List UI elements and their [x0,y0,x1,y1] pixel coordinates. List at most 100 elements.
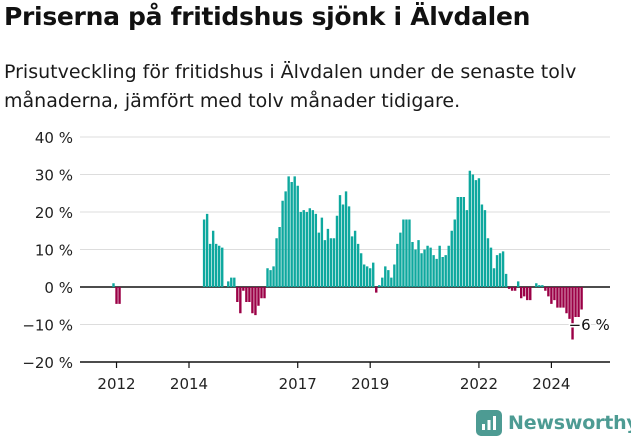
bar [580,287,583,310]
bar [375,287,378,293]
bar [474,180,478,287]
bar [547,287,550,297]
bar [344,191,348,287]
bar [248,287,251,302]
bar [205,213,209,287]
newsworthy-logo: Newsworthy [476,408,631,438]
newsworthy-logo-text: Newsworthy [508,412,631,434]
x-tick-label: 2017 [279,375,317,393]
bar [308,208,311,287]
bar [278,227,281,287]
bar [378,285,381,287]
y-tick-label: −20 % [22,354,73,372]
y-tick-label: 10 % [35,242,73,260]
bar [477,178,481,287]
bar [323,240,327,287]
bar [359,253,363,287]
bar [447,245,450,287]
bar [550,287,553,304]
bar [495,255,499,287]
bar [420,253,423,287]
bar [559,287,562,308]
bar [402,219,405,287]
bar [284,191,287,287]
bar [347,206,351,287]
bar [390,277,393,287]
bar [535,283,538,287]
bar [281,200,284,287]
bar [260,287,263,299]
bar [353,230,357,287]
bar [218,245,221,287]
bar [369,268,372,287]
bar [293,176,296,287]
bar [459,197,462,287]
bar [513,287,517,291]
bar [302,210,305,287]
bar [263,287,266,299]
bar [211,230,215,287]
bar [417,240,420,287]
bar [568,287,571,319]
bar [221,247,224,287]
chart-subtitle: Prisutveckling för fritidshus i Älvdalen… [4,61,577,112]
bar [341,204,345,287]
y-tick-label: 40 % [35,129,73,147]
bar [423,249,426,287]
bar [556,287,559,308]
bar [311,210,315,287]
bar [242,287,245,291]
bar [296,185,299,287]
bar [399,232,402,287]
x-tick-label: 2022 [460,375,498,393]
bar [269,270,272,287]
bar [329,238,333,287]
bar [574,287,577,317]
bar [426,245,429,287]
bar [317,232,321,287]
y-tick-label: 30 % [35,167,73,185]
bar [320,217,324,287]
bar [115,287,118,304]
bar [251,287,254,314]
bar [362,264,366,287]
bar [254,287,257,316]
bar [538,285,541,287]
newsworthy-logo-icon [476,410,502,436]
bar [299,212,302,287]
bar [387,270,390,287]
bar [118,287,121,304]
bar [202,219,206,287]
bar [571,287,574,340]
bar [266,268,269,287]
bar [480,204,484,287]
bar [468,170,472,287]
bar [456,197,459,287]
bar [227,281,230,287]
bar [471,174,475,287]
bar [332,238,336,287]
bar [504,273,508,287]
bar [462,197,466,287]
bar [230,277,233,287]
bar [441,257,444,287]
bar [492,268,496,287]
bar [275,238,278,287]
bar [544,287,547,291]
bar [305,212,308,287]
bar [483,210,487,287]
bar [393,264,396,287]
chart-title: Priserna på fritidshus sjönk i Älvdalen [4,2,531,31]
bar [526,287,529,301]
y-tick-label: 0 % [44,279,73,297]
bar [239,287,242,314]
bar [453,219,456,287]
y-tick-label: 20 % [35,204,73,222]
bar [444,255,447,287]
bar [287,176,290,287]
bar [510,287,514,291]
bar [520,287,523,299]
bar [450,230,453,287]
bar [411,242,414,287]
bar [396,243,399,287]
